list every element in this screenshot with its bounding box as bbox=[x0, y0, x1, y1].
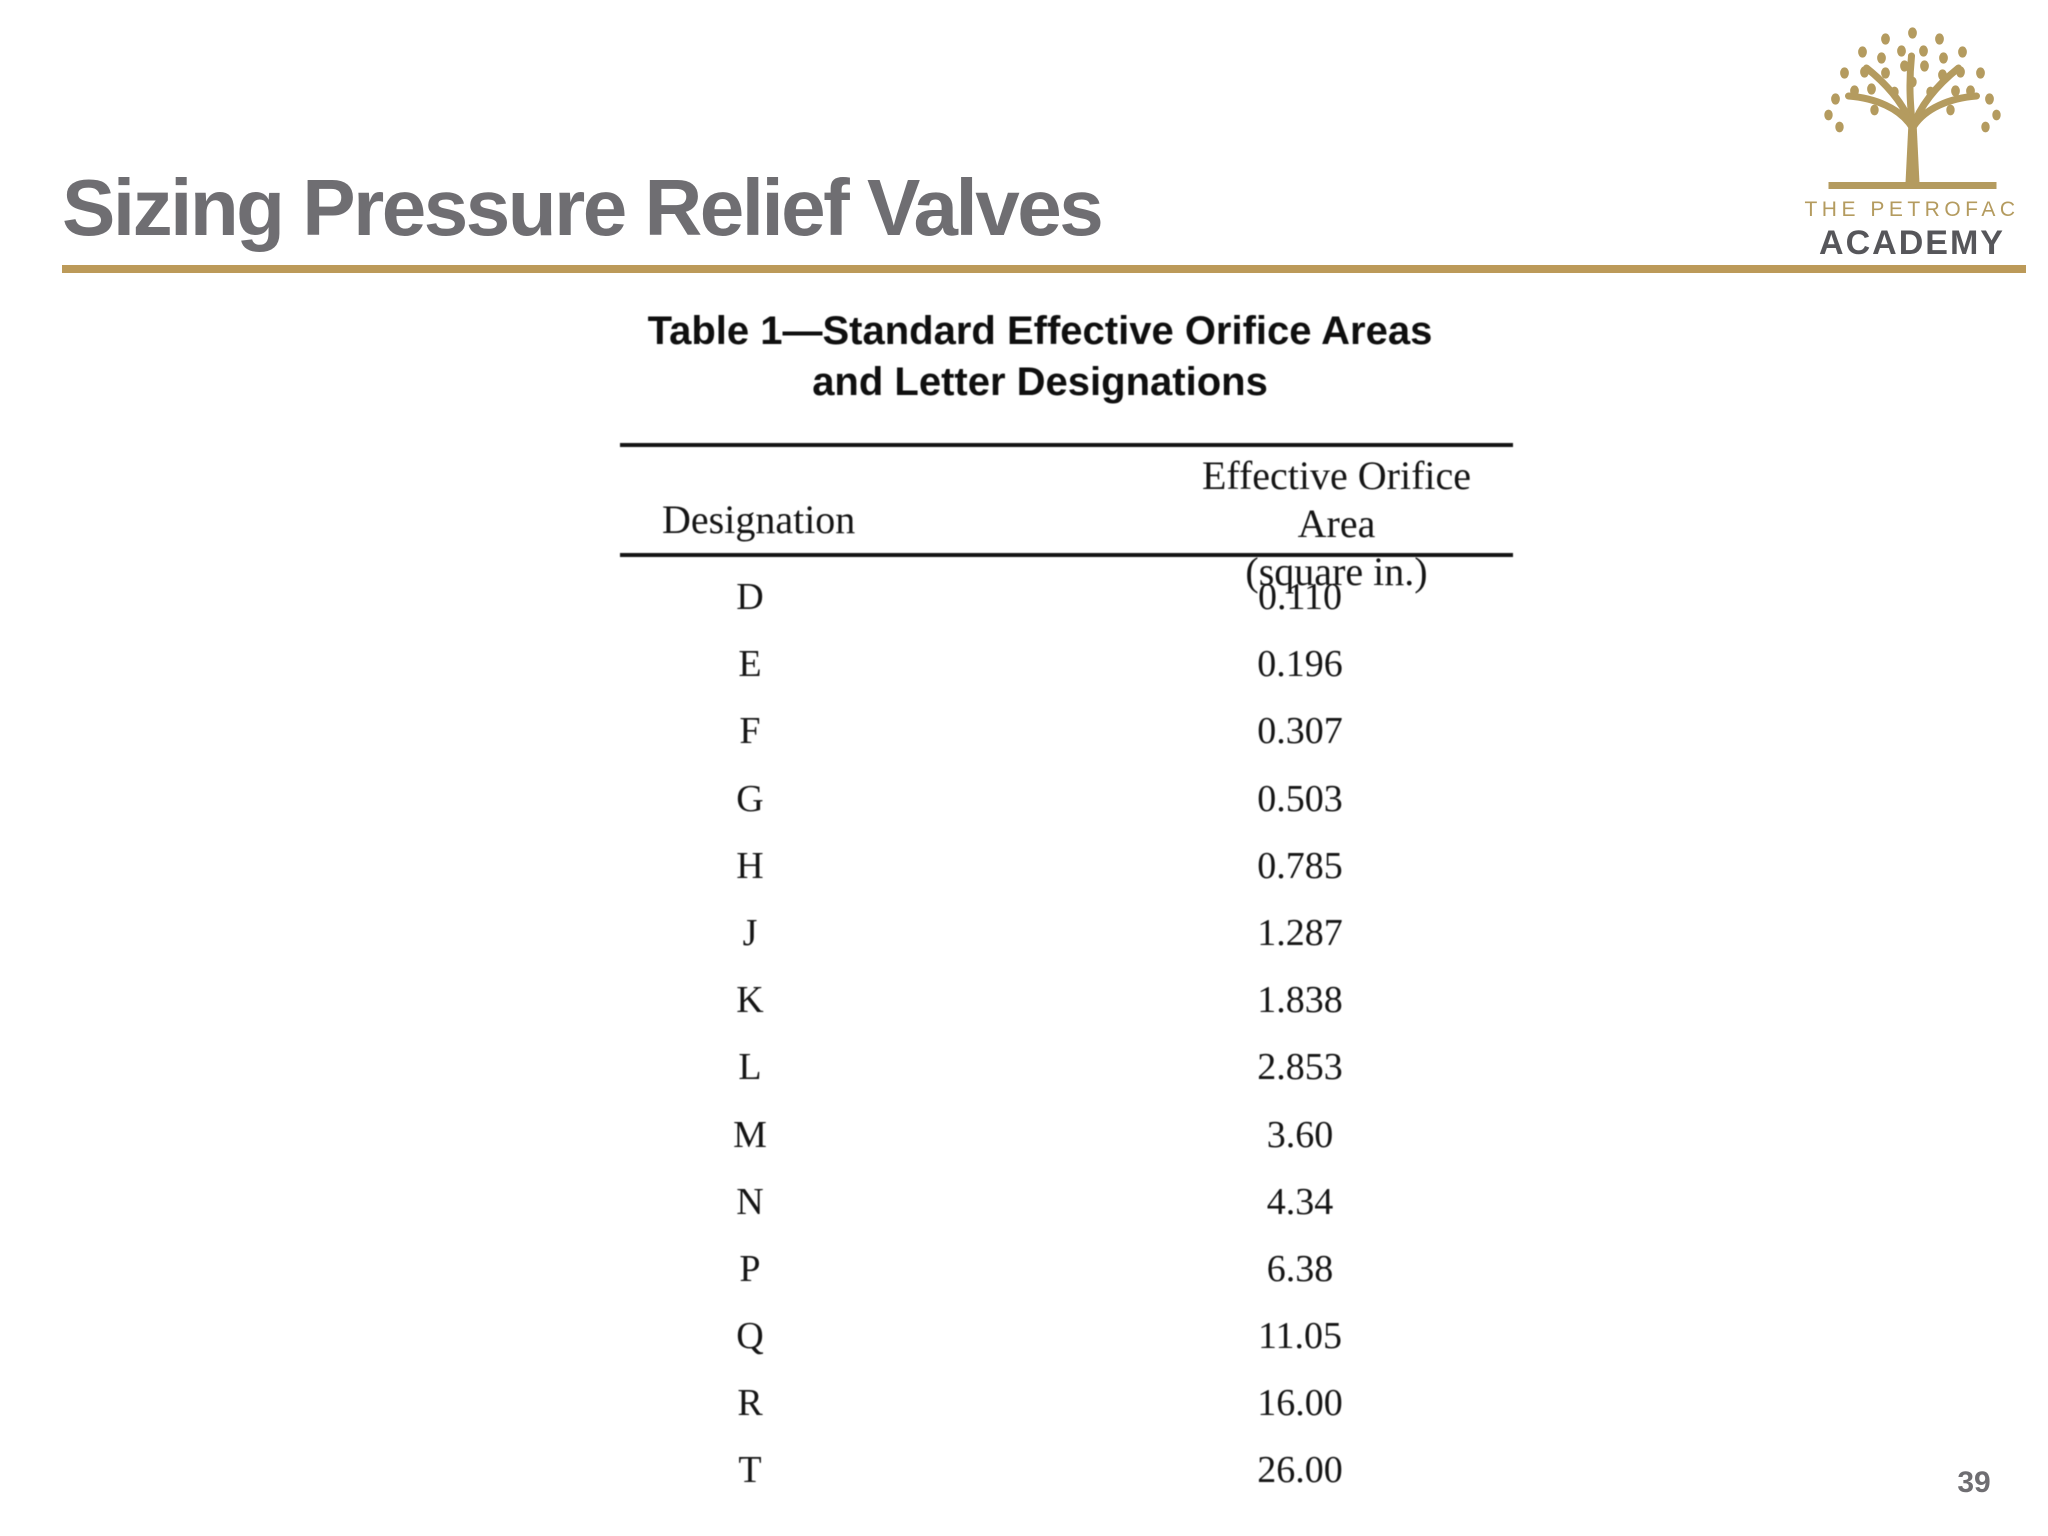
orifice-area-cell: 1.287 bbox=[1257, 911, 1343, 954]
table-caption-line1: Table 1—Standard Effective Orifice Areas bbox=[647, 309, 1433, 353]
table-row: T 26.00 bbox=[620, 1437, 1513, 1504]
column-header-designation: Designation bbox=[662, 497, 856, 542]
table-row: R 16.00 bbox=[620, 1370, 1513, 1437]
table-row: D 0.110 bbox=[620, 564, 1513, 631]
orifice-area-cell: 0.503 bbox=[1257, 777, 1343, 820]
table-row: G 0.503 bbox=[620, 766, 1513, 833]
table-header-rule bbox=[620, 553, 1513, 557]
table-row: K 1.838 bbox=[620, 967, 1513, 1034]
designation-cell: L bbox=[738, 1046, 762, 1089]
designation-cell: K bbox=[736, 979, 764, 1022]
page-number: 39 bbox=[1957, 1466, 1991, 1499]
orifice-area-cell: 16.00 bbox=[1257, 1382, 1343, 1425]
orifice-area-cell: 26.00 bbox=[1257, 1449, 1343, 1492]
designation-cell: E bbox=[738, 643, 762, 686]
table-caption: Table 1—Standard Effective Orifice Areas… bbox=[540, 306, 1540, 408]
table-row: P 6.38 bbox=[620, 1236, 1513, 1303]
table-row: N 4.34 bbox=[620, 1169, 1513, 1236]
orifice-area-cell: 3.60 bbox=[1266, 1113, 1334, 1156]
designation-cell: R bbox=[737, 1382, 763, 1425]
designation-cell: H bbox=[736, 844, 764, 887]
table-row: J 1.287 bbox=[620, 900, 1513, 967]
orifice-area-cell: 6.38 bbox=[1266, 1247, 1334, 1290]
orifice-area-cell: 0.307 bbox=[1257, 710, 1343, 753]
table-row: M 3.60 bbox=[620, 1102, 1513, 1169]
orifice-area-cell: 2.853 bbox=[1257, 1046, 1343, 1089]
table-row: Q 11.05 bbox=[620, 1303, 1513, 1370]
tree-icon bbox=[1800, 20, 2024, 192]
table-top-rule bbox=[620, 443, 1513, 447]
column-header-area-line1: Effective Orifice Area bbox=[1201, 453, 1472, 546]
designation-cell: G bbox=[736, 777, 764, 820]
orifice-area-cell: 4.34 bbox=[1266, 1180, 1334, 1223]
orifice-area-cell: 0.785 bbox=[1257, 844, 1343, 887]
designation-cell: N bbox=[736, 1180, 764, 1223]
designation-cell: P bbox=[739, 1247, 761, 1290]
table-row: E 0.196 bbox=[620, 631, 1513, 698]
orifice-area-cell: 0.196 bbox=[1257, 643, 1343, 686]
table-row: H 0.785 bbox=[620, 833, 1513, 900]
petrofac-academy-logo: THE PETROFAC ACADEMY bbox=[1800, 20, 2024, 263]
table-row: F 0.307 bbox=[620, 698, 1513, 765]
designation-cell: Q bbox=[736, 1315, 764, 1358]
logo-text-the-petrofac: THE PETROFAC bbox=[1804, 198, 2020, 221]
page-title: Sizing Pressure Relief Valves bbox=[62, 163, 1104, 252]
title-underline-divider bbox=[62, 265, 2026, 273]
designation-cell: F bbox=[739, 710, 761, 753]
designation-cell: T bbox=[738, 1449, 762, 1492]
table-row: L 2.853 bbox=[620, 1034, 1513, 1101]
orifice-area-cell: 0.110 bbox=[1257, 576, 1343, 618]
table-body: D 0.110 E 0.196 F 0.307 G 0.503 bbox=[620, 564, 1513, 1505]
table-caption-line2: and Letter Designations bbox=[812, 360, 1268, 404]
designation-cell: J bbox=[742, 911, 758, 954]
designation-cell: D bbox=[736, 576, 764, 618]
designation-cell: M bbox=[733, 1113, 767, 1156]
logo-text-academy: ACADEMY bbox=[1819, 224, 2005, 262]
orifice-area-cell: 1.838 bbox=[1257, 979, 1343, 1022]
orifice-area-cell: 11.05 bbox=[1257, 1315, 1343, 1358]
